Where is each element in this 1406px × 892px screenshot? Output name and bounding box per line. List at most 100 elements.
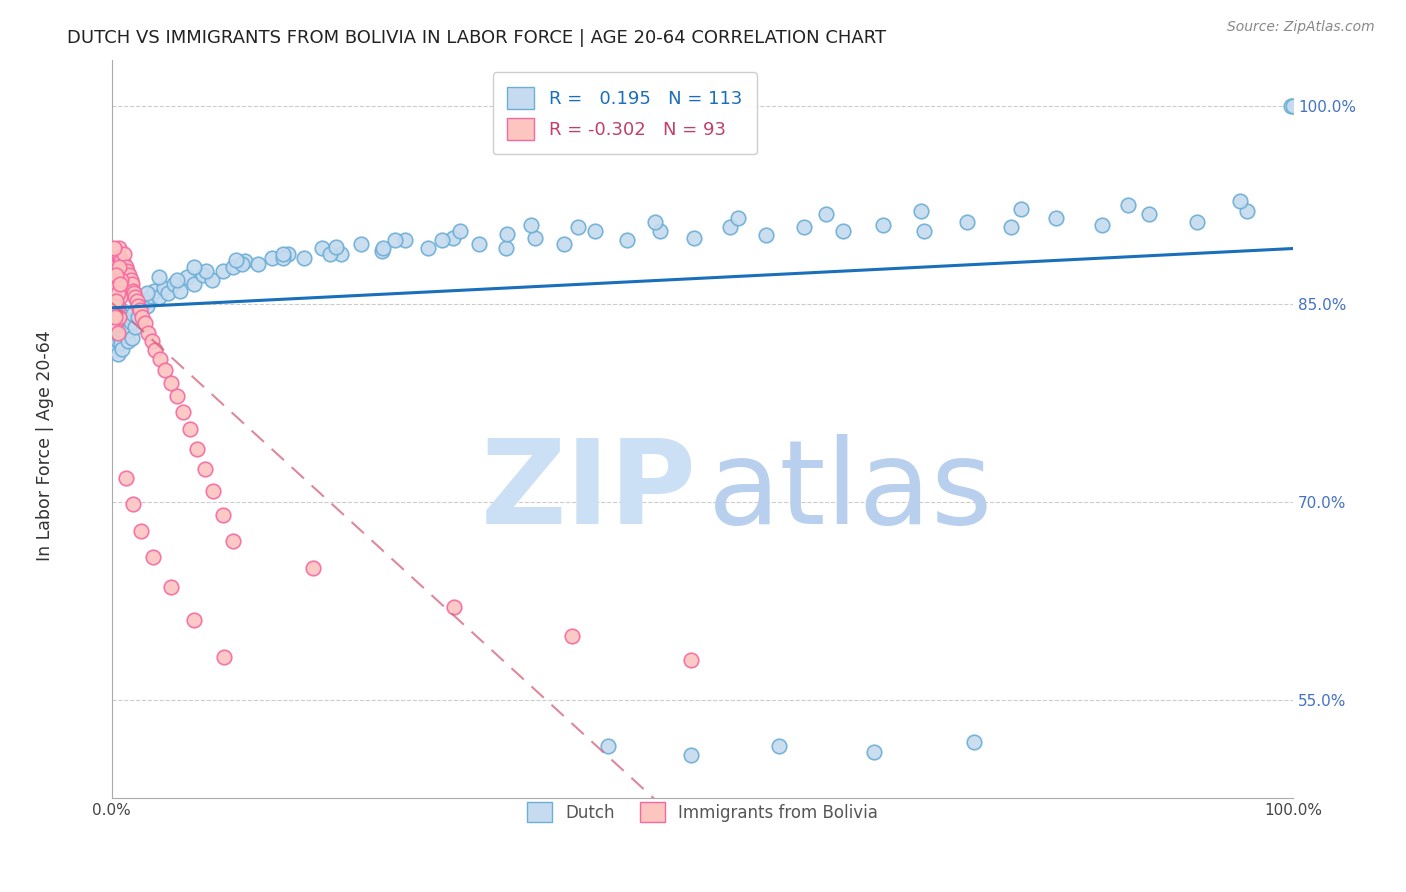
Point	[115, 312, 138, 326]
Point	[115, 260, 138, 274]
Point	[793, 220, 815, 235]
Point	[910, 204, 932, 219]
Point	[114, 277, 136, 291]
Point	[143, 284, 166, 298]
Point	[222, 260, 245, 274]
Point	[129, 524, 152, 538]
Point	[1010, 202, 1032, 216]
Point	[110, 281, 132, 295]
Point	[301, 560, 323, 574]
Point	[111, 342, 134, 356]
Point	[384, 233, 406, 247]
Point	[112, 326, 135, 340]
Point	[183, 260, 205, 274]
Point	[371, 244, 394, 258]
Point	[1236, 204, 1258, 219]
Point	[122, 307, 145, 321]
Point	[104, 251, 127, 265]
Point	[1279, 99, 1302, 113]
Point	[105, 294, 128, 309]
Point	[141, 334, 163, 348]
Point	[114, 263, 136, 277]
Point	[211, 263, 233, 277]
Point	[111, 277, 134, 291]
Point	[1000, 220, 1022, 235]
Point	[105, 326, 128, 340]
Point	[134, 317, 156, 331]
Point	[107, 277, 129, 291]
Point	[115, 471, 138, 485]
Point	[583, 224, 606, 238]
Point	[105, 320, 128, 334]
Point	[107, 326, 129, 340]
Point	[103, 323, 125, 337]
Point	[166, 273, 188, 287]
Point	[103, 263, 125, 277]
Point	[104, 290, 127, 304]
Point	[553, 237, 575, 252]
Point	[176, 270, 198, 285]
Point	[373, 241, 395, 255]
Point	[159, 376, 181, 390]
Point	[105, 268, 128, 282]
Point	[104, 310, 127, 324]
Point	[449, 224, 471, 238]
Point	[222, 534, 245, 549]
Point	[596, 739, 619, 753]
Point	[679, 653, 702, 667]
Point	[319, 246, 342, 260]
Point	[107, 286, 129, 301]
Point	[120, 315, 142, 329]
Point	[104, 260, 127, 274]
Point	[105, 339, 128, 353]
Point	[152, 281, 174, 295]
Point	[1282, 99, 1305, 113]
Point	[1091, 218, 1114, 232]
Point	[121, 277, 143, 291]
Point	[122, 286, 145, 301]
Point	[679, 747, 702, 762]
Point	[136, 326, 159, 340]
Point	[718, 220, 741, 235]
Point	[832, 224, 855, 238]
Point	[496, 227, 519, 241]
Point	[520, 218, 543, 232]
Point	[101, 281, 124, 295]
Point	[329, 246, 352, 260]
Point	[202, 484, 225, 499]
Point	[262, 251, 284, 265]
Point	[683, 231, 706, 245]
Point	[121, 331, 143, 345]
Point	[350, 237, 373, 252]
Point	[1116, 198, 1139, 212]
Point	[149, 352, 172, 367]
Point	[394, 233, 416, 247]
Point	[108, 307, 131, 321]
Point	[103, 286, 125, 301]
Point	[768, 739, 790, 753]
Point	[110, 336, 132, 351]
Point	[186, 442, 208, 456]
Point	[727, 211, 749, 225]
Point	[129, 303, 152, 318]
Point	[107, 328, 129, 343]
Point	[231, 257, 253, 271]
Point	[108, 290, 131, 304]
Point	[114, 320, 136, 334]
Point	[108, 277, 131, 291]
Point	[120, 273, 142, 287]
Point	[311, 241, 333, 255]
Point	[124, 290, 146, 304]
Point	[418, 241, 440, 255]
Point	[107, 246, 129, 260]
Point	[561, 629, 583, 643]
Point	[108, 260, 131, 274]
Point	[131, 310, 153, 324]
Point	[104, 317, 127, 331]
Point	[195, 263, 218, 277]
Point	[107, 347, 129, 361]
Point	[107, 260, 129, 274]
Point	[105, 294, 128, 309]
Point	[101, 270, 124, 285]
Point	[127, 310, 149, 324]
